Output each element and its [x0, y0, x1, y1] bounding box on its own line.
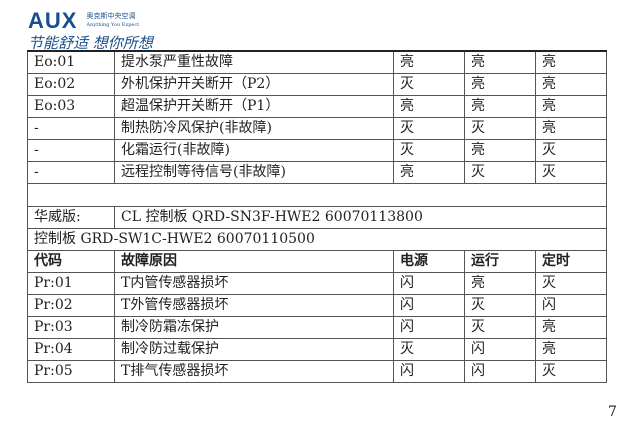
slogan: 节能舒适 想你所想	[28, 34, 153, 52]
cell-code: Eo:02	[27, 73, 115, 96]
fault-code-table: Eo:01 提水泵严重性故障亮亮亮 Eo:02 外机保护开关断开（P2）灭亮亮 Eo:0…	[27, 50, 607, 383]
cell-timer: 灭	[535, 272, 607, 295]
table-row: Eo:02 外机保护开关断开（P2）灭亮亮	[27, 73, 607, 96]
cell-code: -	[27, 117, 115, 140]
cell-run: 灭	[464, 161, 536, 184]
table-row: Eo:03 超温保护开关断开（P1）亮亮亮	[27, 95, 607, 118]
cell-run: 闪	[464, 360, 536, 383]
cell-timer: 灭	[535, 161, 607, 184]
cell-run: 运行	[464, 250, 536, 273]
cell-power: 亮	[393, 161, 465, 184]
cell-timer: 灭	[535, 139, 607, 162]
cell-run: 灭	[464, 117, 536, 140]
brand-name: AUX	[28, 8, 78, 33]
board-1: CL 控制板 QRD-SN3F-HWE2 60070113800	[114, 206, 607, 229]
cell-reason: 故障原因	[114, 250, 394, 273]
cell-reason: T排气传感器损坏	[114, 360, 394, 383]
brand-cn: 奥克斯中央空调	[86, 12, 136, 20]
table-row: - 远程控制等待信号(非故障) 亮灭灭	[27, 161, 607, 184]
cell-code: Pr:03	[27, 316, 115, 339]
table-row: Pr:01 T内管传感器损坏闪亮灭	[27, 272, 607, 295]
table-row: Eo:01 提水泵严重性故障亮亮亮	[27, 50, 607, 74]
cell-run: 闪	[464, 338, 536, 361]
cell-power: 闪	[393, 294, 465, 317]
cell-reason: 外机保护开关断开（P2）	[114, 73, 394, 96]
cell-timer: 定时	[535, 250, 607, 273]
cell-power: 灭	[393, 139, 465, 162]
brand-tagline: Anything You Expect	[86, 22, 140, 28]
table-row: Pr:05 T排气传感器损坏闪闪灭	[27, 360, 607, 383]
cell-code: Eo:01	[27, 50, 115, 74]
cell-power: 灭	[393, 73, 465, 96]
aux-logo: AUX 奥克斯中央空调 Anything You Expect 节能舒适 想你所想	[28, 8, 153, 53]
board-2: 控制板 GRD-SW1C-HWE2 60070110500	[27, 228, 607, 251]
cell-code: Pr:05	[27, 360, 115, 383]
table-row: Pr:03 制冷防霜冻保护闪灭亮	[27, 316, 607, 339]
cell-run: 亮	[464, 139, 536, 162]
cell-run: 灭	[464, 294, 536, 317]
cell-code: Pr:01	[27, 272, 115, 295]
board-row: 控制板 GRD-SW1C-HWE2 60070110500	[27, 228, 607, 251]
huawei-row: 华威版: CL 控制板 QRD-SN3F-HWE2 60070113800	[27, 206, 607, 229]
cell-reason: T内管传感器损坏	[114, 272, 394, 295]
cell-power: 闪	[393, 360, 465, 383]
cell-power: 亮	[393, 50, 465, 74]
cell-reason: 远程控制等待信号(非故障)	[114, 161, 394, 184]
table-row: Pr:02 T外管传感器损坏闪灭闪	[27, 294, 607, 317]
cell-code: Pr:04	[27, 338, 115, 361]
page-number: 7	[608, 404, 617, 420]
table-row: Pr:04 制冷防过载保护灭闪亮	[27, 338, 607, 361]
cell-reason: 制热防冷风保护(非故障)	[114, 117, 394, 140]
cell-run: 亮	[464, 73, 536, 96]
cell-power: 闪	[393, 272, 465, 295]
huawei-label: 华威版:	[27, 206, 115, 229]
cell-timer: 灭	[535, 360, 607, 383]
cell-run: 亮	[464, 272, 536, 295]
cell-timer: 亮	[535, 117, 607, 140]
cell-timer: 亮	[535, 316, 607, 339]
cell-code: Pr:02	[27, 294, 115, 317]
table-row: - 制热防冷风保护(非故障) 灭灭亮	[27, 117, 607, 140]
cell-timer: 亮	[535, 73, 607, 96]
cell-power: 闪	[393, 316, 465, 339]
cell-code: Eo:03	[27, 95, 115, 118]
cell-code: -	[27, 161, 115, 184]
cell-timer: 亮	[535, 50, 607, 74]
blank-row	[27, 183, 607, 207]
cell-code: -	[27, 139, 115, 162]
cell-power: 灭	[393, 117, 465, 140]
cell-reason: T外管传感器损坏	[114, 294, 394, 317]
cell-run: 亮	[464, 95, 536, 118]
cell-reason: 化霜运行(非故障)	[114, 139, 394, 162]
cell-run: 亮	[464, 50, 536, 74]
table-row: 代码 故障原因 电源 运行 定时	[27, 250, 607, 273]
cell-run: 灭	[464, 316, 536, 339]
cell-reason: 超温保护开关断开（P1）	[114, 95, 394, 118]
table-row: - 化霜运行(非故障) 灭亮灭	[27, 139, 607, 162]
cell-reason: 制冷防过载保护	[114, 338, 394, 361]
cell-reason: 提水泵严重性故障	[114, 50, 394, 74]
cell-timer: 亮	[535, 95, 607, 118]
cell-timer: 亮	[535, 338, 607, 361]
cell-code: 代码	[27, 250, 115, 273]
cell-power: 电源	[393, 250, 465, 273]
cell-power: 亮	[393, 95, 465, 118]
cell-reason: 制冷防霜冻保护	[114, 316, 394, 339]
cell-power: 灭	[393, 338, 465, 361]
cell-timer: 闪	[535, 294, 607, 317]
